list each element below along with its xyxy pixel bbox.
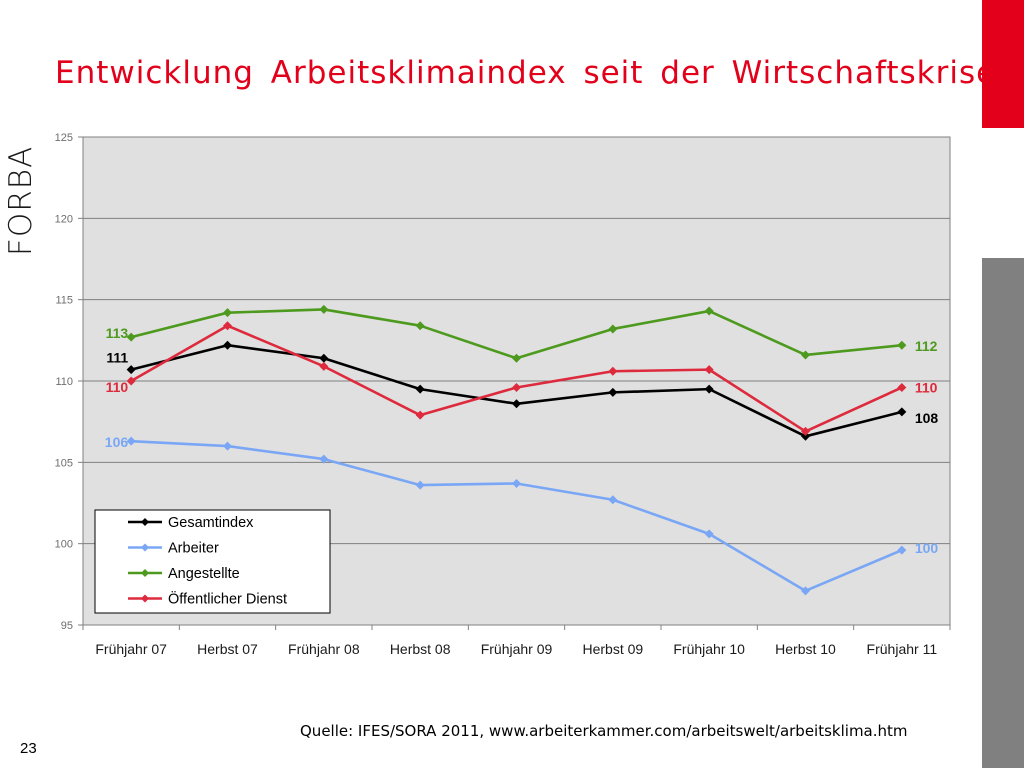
legend-swatch-marker-3: [141, 594, 149, 603]
series-3-point-4: [512, 383, 521, 393]
series-0-point-4: [512, 399, 521, 409]
legend-swatch-marker-0: [141, 518, 149, 526]
series-3-point-2: [319, 361, 329, 371]
series-0-point-7: [801, 431, 810, 441]
sidebar: [982, 0, 1024, 768]
series-0-point-3: [415, 384, 425, 394]
series-3-point-3: [415, 410, 425, 420]
series-2-end-label: 112: [915, 338, 938, 354]
legend-swatch-marker-1: [141, 543, 149, 552]
series-3-point-7: [801, 426, 810, 436]
x-tick-label-3: Herbst 08: [390, 641, 451, 657]
legend-label-2: Angestellte: [168, 566, 240, 582]
sidebar-grey-block: [982, 258, 1024, 768]
series-1-point-8: [897, 545, 907, 555]
series-1-point-1: [223, 441, 232, 451]
series-0-point-2: [319, 353, 329, 363]
x-tick-label-7: Herbst 10: [775, 641, 836, 657]
legend: Gesamtindex Arbeiter Angestellte Öffentlich…: [94, 509, 331, 614]
logo-area: [982, 128, 1024, 258]
y-tick-label-100: 100: [55, 539, 73, 551]
y-tick-label-115: 115: [55, 295, 73, 307]
series-0-point-6: [704, 384, 714, 394]
series-1-point-0: [126, 436, 136, 446]
legend-box: [94, 509, 331, 614]
series-0-point-1: [223, 340, 232, 350]
series-1-point-7: [801, 586, 810, 596]
legend-label-1: Arbeiter: [168, 541, 219, 557]
series-1-point-2: [319, 454, 329, 464]
series-0-point-0: [126, 365, 136, 375]
series-2-point-0: [126, 332, 136, 342]
series-1-point-4: [512, 478, 521, 488]
series-0-start-label: 111: [106, 350, 128, 366]
source-citation: Quelle: IFES/SORA 2011, www.arbeiterkamm…: [300, 722, 908, 740]
series-3-start-label: 110: [106, 379, 129, 395]
legend-label-0: Gesamtindex: [168, 515, 254, 531]
series-1-point-5: [608, 495, 618, 505]
series-3-end-label: 110: [915, 380, 938, 396]
series-3-point-5: [608, 366, 618, 376]
series-3-point-1: [223, 321, 232, 331]
series-2-point-2: [319, 304, 329, 314]
y-tick-label-110: 110: [55, 376, 73, 388]
series-1-point-6: [704, 529, 714, 539]
y-tick-label-95: 95: [61, 620, 73, 632]
series-2-point-1: [223, 308, 232, 318]
y-tick-label-125: 125: [55, 132, 73, 144]
x-tick-label-0: Frühjahr 07: [95, 641, 167, 657]
series-1-start-label: 106: [105, 434, 129, 450]
series-2-point-5: [608, 324, 618, 334]
series-2-start-label: 113: [106, 325, 129, 341]
legend-swatch-marker-2: [141, 569, 149, 577]
series-1-point-3: [415, 480, 425, 490]
x-tick-label-2: Frühjahr 08: [288, 641, 360, 657]
series-2-point-6: [704, 306, 714, 316]
x-tick-label-5: Herbst 09: [582, 641, 643, 657]
series-3-point-6: [704, 365, 714, 375]
x-tick-label-8: Frühjahr 11: [867, 641, 938, 657]
series-0-point-8: [897, 407, 907, 417]
slide-title: Entwicklung Arbeitsklimaindex seit der W…: [55, 55, 997, 91]
x-tick-label-6: Frühjahr 10: [673, 641, 745, 657]
y-tick-label-105: 105: [55, 457, 73, 469]
page-number: 23: [20, 740, 37, 757]
series-2-point-8: [897, 340, 907, 350]
sidebar-red-block: [982, 0, 1024, 128]
series-3-point-8: [897, 383, 907, 393]
series-0-end-label: 108: [915, 410, 939, 426]
y-tick-label-120: 120: [55, 213, 73, 225]
series-2-point-4: [512, 353, 521, 363]
x-tick-label-4: Frühjahr 09: [481, 641, 553, 657]
legend-label-3: Öffentlicher Dienst: [168, 590, 287, 608]
series-3-point-0: [126, 376, 136, 386]
series-0-point-5: [608, 387, 618, 397]
x-tick-label-1: Herbst 07: [197, 641, 258, 657]
series-2-point-7: [801, 350, 810, 360]
series-2-point-3: [415, 321, 425, 331]
series-1-end-label: 100: [915, 540, 939, 556]
line-chart: 95 100 105 110 115 120 125 Frühjahr 07 Herbst 07…: [55, 132, 951, 657]
